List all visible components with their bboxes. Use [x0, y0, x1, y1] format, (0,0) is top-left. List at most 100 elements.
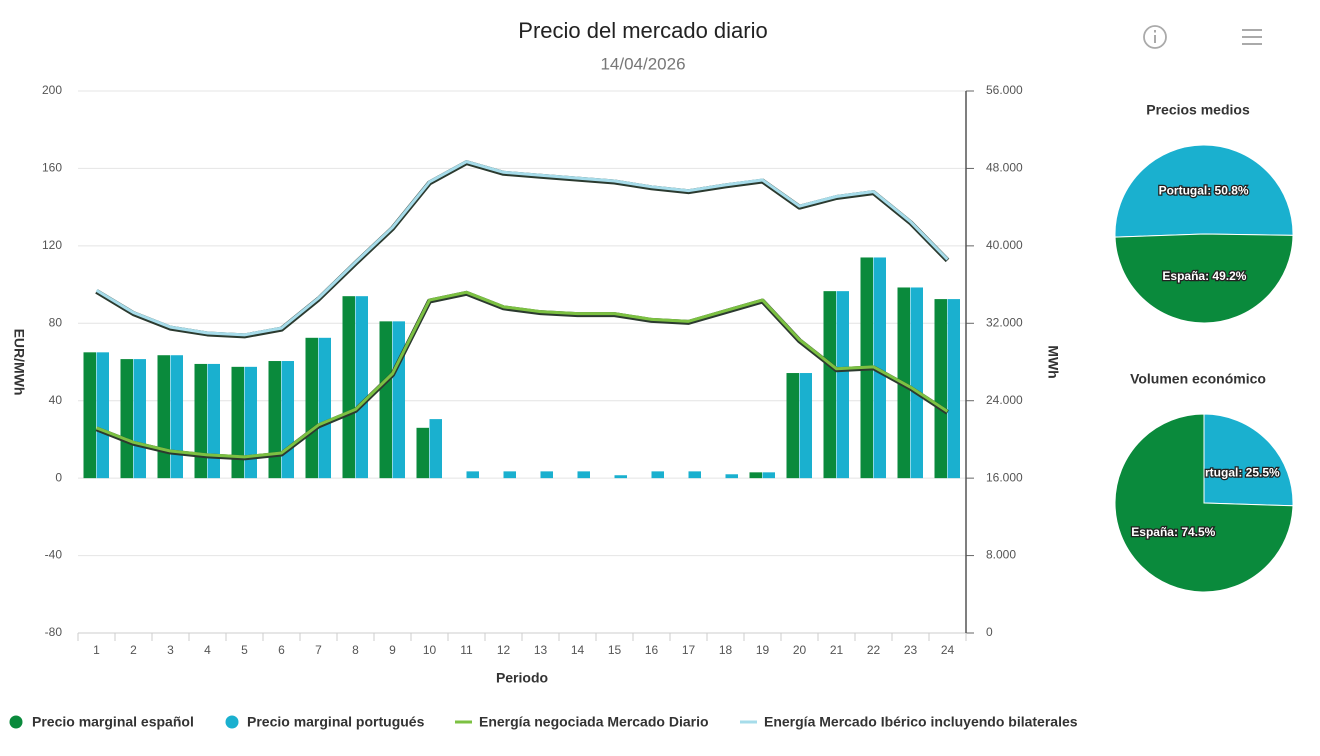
x-tick-label: 18	[719, 643, 733, 657]
pie-slice	[1114, 233, 1294, 324]
bar	[799, 373, 812, 479]
x-tick-label: 22	[867, 643, 881, 657]
bar	[342, 296, 355, 479]
bar	[429, 419, 442, 479]
legend-item[interactable]: Precio marginal español	[9, 714, 194, 730]
bar	[96, 352, 109, 479]
y2-tick-label: 24.000	[986, 393, 1023, 407]
info-button[interactable]	[1143, 25, 1167, 49]
bar	[823, 291, 836, 479]
bar	[379, 321, 392, 479]
bar	[83, 352, 96, 479]
legend-item[interactable]: Energía Mercado Ibérico incluyendo bilat…	[740, 714, 1078, 730]
x-tick-label: 1	[93, 643, 100, 657]
bar	[614, 475, 627, 479]
bar	[762, 472, 775, 479]
legend-marker	[225, 715, 239, 729]
menu-button[interactable]	[1242, 29, 1262, 45]
x-tick-label: 24	[941, 643, 955, 657]
pie-label: España: 74.5%	[1131, 525, 1215, 539]
bar	[836, 291, 849, 479]
chart-subtitle: 14/04/2026	[600, 54, 685, 73]
y2-tick-label: 40.000	[986, 238, 1023, 252]
legend-item[interactable]: Precio marginal portugués	[225, 714, 425, 730]
bar	[268, 361, 281, 479]
x-tick-label: 13	[534, 643, 548, 657]
pie-label: Portugal: 50.8%	[1159, 183, 1249, 197]
x-tick-label: 15	[608, 643, 622, 657]
chart-title: Precio del mercado diario	[518, 18, 767, 43]
line	[95, 160, 949, 337]
bar	[947, 299, 960, 479]
legend-label: Precio marginal español	[32, 714, 194, 730]
bar	[749, 472, 762, 479]
y-tick-label: 120	[42, 238, 62, 252]
y-tick-label: 200	[42, 83, 62, 97]
y-tick-label: -40	[45, 548, 63, 562]
bar	[231, 366, 244, 479]
legend-item[interactable]: Energía negociada Mercado Diario	[455, 714, 709, 730]
bar	[133, 359, 146, 479]
x-tick-label: 20	[793, 643, 807, 657]
legend-label: Energía negociada Mercado Diario	[479, 714, 709, 730]
y-tick-label: 0	[55, 470, 62, 484]
pie-slice	[1114, 144, 1294, 238]
bar	[688, 471, 701, 479]
legend-marker	[9, 715, 23, 729]
y-axis-title: EUR/MWh	[11, 329, 27, 396]
x-tick-label: 19	[756, 643, 770, 657]
pie-title: Volumen económico	[1130, 371, 1266, 387]
bar	[157, 355, 170, 479]
y-tick-label: 160	[42, 161, 62, 175]
x-tick-label: 10	[423, 643, 437, 657]
bar	[651, 471, 664, 479]
y-tick-label: 40	[49, 393, 63, 407]
y-tick-label: 80	[49, 315, 63, 329]
y2-tick-label: 8.000	[986, 548, 1016, 562]
x-tick-label: 23	[904, 643, 918, 657]
bar	[725, 474, 738, 479]
bar	[207, 363, 220, 479]
y-tick-label: -80	[45, 625, 63, 639]
bar	[577, 471, 590, 479]
y2-axis-title: MWh	[1045, 345, 1061, 378]
bar	[786, 373, 799, 479]
line-shadow	[95, 290, 949, 461]
bar	[934, 299, 947, 479]
y2-tick-label: 0	[986, 625, 993, 639]
x-tick-label: 16	[645, 643, 659, 657]
x-tick-label: 8	[352, 643, 359, 657]
bar	[318, 337, 331, 479]
legend-label: Precio marginal portugués	[247, 714, 425, 730]
bar	[540, 471, 553, 479]
x-axis-title: Periodo	[496, 670, 548, 686]
x-tick-label: 6	[278, 643, 285, 657]
bar	[466, 471, 479, 479]
x-tick-label: 11	[460, 643, 473, 657]
x-tick-label: 12	[497, 643, 511, 657]
pie-slice	[1203, 413, 1294, 507]
x-tick-label: 17	[682, 643, 696, 657]
pie-label: Portugal: 25.5%	[1190, 465, 1280, 479]
bar	[170, 355, 183, 479]
x-tick-label: 4	[204, 643, 211, 657]
y2-tick-label: 16.000	[986, 470, 1023, 484]
bar	[503, 471, 516, 479]
bar	[910, 287, 923, 479]
pie-label: España: 49.2%	[1162, 269, 1246, 283]
x-tick-label: 14	[571, 643, 585, 657]
bar	[305, 337, 318, 479]
x-tick-label: 2	[130, 643, 137, 657]
bar	[416, 427, 429, 479]
x-tick-label: 21	[830, 643, 844, 657]
pie-title: Precios medios	[1146, 102, 1250, 118]
y2-tick-label: 48.000	[986, 161, 1023, 175]
x-tick-label: 7	[315, 643, 322, 657]
bar	[392, 321, 405, 479]
line	[95, 290, 949, 459]
bar	[873, 257, 886, 479]
bar	[281, 361, 294, 479]
bar	[194, 363, 207, 479]
bar	[120, 359, 133, 479]
